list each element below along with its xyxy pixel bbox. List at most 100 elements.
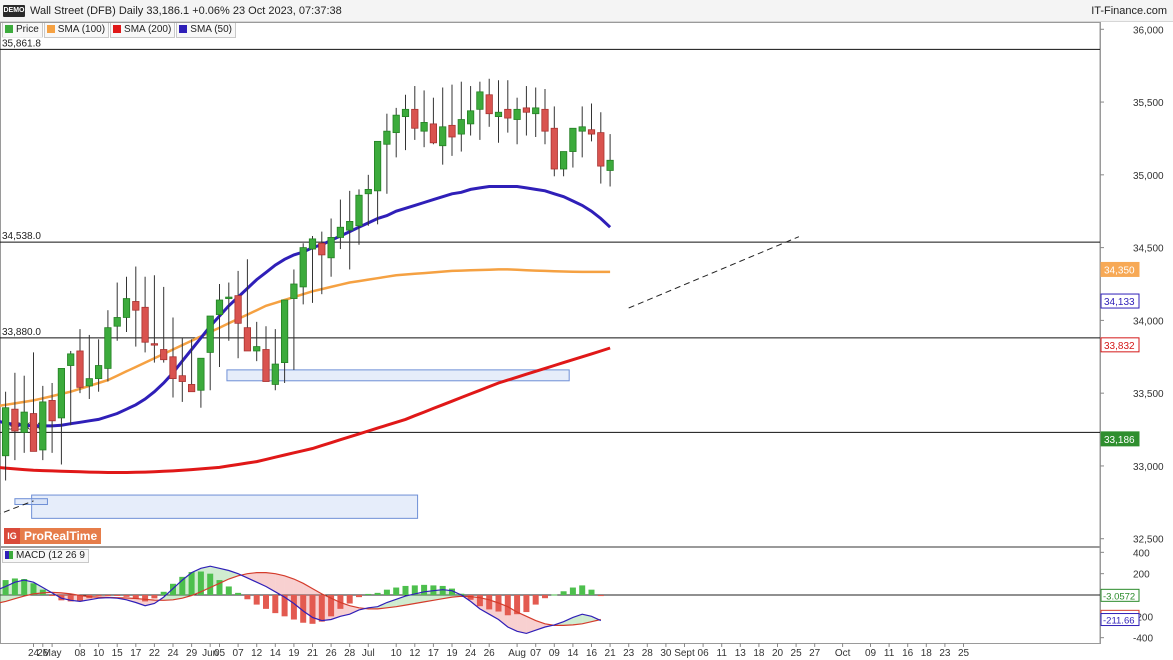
chart-title: Wall Street (DFB) Daily 33,186.1 +0.06% … [30,5,342,17]
macd-histogram-bar [328,595,335,617]
macd-histogram-bar [449,588,455,595]
candle-body [346,221,354,231]
sma50-line [0,185,612,428]
x-tick-label: 28 [344,648,356,659]
candle-body [57,368,66,419]
support-zone [14,498,48,506]
legend-swatch [5,25,13,33]
brand-label[interactable]: IT-Finance.com [1091,5,1167,17]
macd-histogram-bar [486,595,493,610]
candle-body [160,349,168,361]
candle-body [485,94,493,115]
legend-label: Price [16,24,39,35]
candle-body [578,126,586,132]
candle-body [560,151,568,170]
candle-body [197,357,205,391]
macd-histogram-bar [21,579,28,595]
macd-fill [275,573,285,598]
macd-histogram-bar [346,595,353,604]
candle-body [392,114,400,134]
macd-fill [405,593,415,606]
macd-histogram-bar [49,595,56,596]
candle-body [215,299,224,315]
candle-body [373,140,382,192]
macd-histogram-bar [476,595,483,607]
macd-histogram-bar [588,589,595,595]
macd-fill [247,572,257,583]
x-tick-label: 09 [865,648,877,659]
y-tick-label: 35,500 [1133,98,1164,109]
candle-body [504,108,512,119]
macd-histogram-bar [2,580,9,595]
x-tick-label: 20 [772,648,784,659]
x-tick-label: 14 [567,648,579,659]
level-label-bg [1,37,43,49]
legend-label: SMA (200) [124,24,172,35]
price-value-tag [1100,431,1140,447]
candle-body [513,108,521,120]
macd-value-tag [1100,588,1140,602]
legend-label: SMA (50) [190,24,232,35]
macd-line [0,565,602,635]
y-tick-label: 33,000 [1133,462,1164,473]
x-tick-label: 16 [902,648,914,659]
x-tick-label: 16 [586,648,598,659]
macd-histogram-bar [11,578,18,595]
x-tick-label: 09 [549,648,561,659]
candle-body [411,108,419,129]
candle-body [318,242,326,256]
legend-label: SMA (100) [57,24,106,35]
x-tick-label: 26 [326,648,338,659]
macd-value-label: -3.0572 [1103,591,1135,602]
candle-body [448,124,456,138]
candle-body [476,91,484,110]
macd-histogram-bar [67,595,74,602]
prorealtime-logo-text: ProRealTime [20,528,102,544]
candle-body [439,126,447,147]
price-value-tag [1100,337,1140,353]
candle-body [550,127,558,170]
candle-body [420,122,428,132]
candle-body [541,108,549,132]
macd-indicator-label[interactable]: MACD (12 26 9 [2,549,89,563]
level-label: 33,880.0 [2,327,41,338]
x-tick-label: 18 [753,648,765,659]
macd-swatch [5,551,13,559]
macd-histogram-bar [356,595,362,598]
candle-body [262,349,270,382]
candle-body [532,107,540,115]
candle-body [308,238,317,250]
candle-body [327,237,335,259]
candle-body [271,363,279,385]
macd-histogram-bar [514,595,521,615]
macd-histogram-bar [244,595,251,600]
candle-body [113,317,121,327]
macd-histogram-bar [272,595,279,614]
macd-histogram-bar [504,595,511,616]
ig-logo-mark: IG [4,528,20,544]
macd-histogram-bar [263,595,269,609]
macd-tick-label: 400 [1133,548,1150,559]
macd-histogram-bar [439,585,446,595]
x-tick-label: May [43,648,62,659]
candle-body [234,295,242,324]
candle-body [597,132,605,167]
macd-signal-line [0,572,601,626]
x-tick-label: 11 [884,648,895,659]
macd-fill [386,599,397,608]
trendline [0,500,34,515]
x-tick-label: 25 [791,648,803,659]
x-tick-label: 10 [391,648,403,659]
x-tick-label: 23 [623,648,635,659]
candle-body [187,384,196,393]
candle-body [48,400,56,422]
price-pane-frame [0,22,1101,547]
candle-body [169,356,177,380]
price-value-label: 34,133 [1104,297,1135,308]
macd-histogram-bar [253,595,260,605]
x-tick-label: 21 [605,648,617,659]
x-tick-label: 26 [37,648,49,659]
macd-label-text: MACD (12 26 9 [16,550,85,561]
x-tick-label: 07 [233,648,245,659]
